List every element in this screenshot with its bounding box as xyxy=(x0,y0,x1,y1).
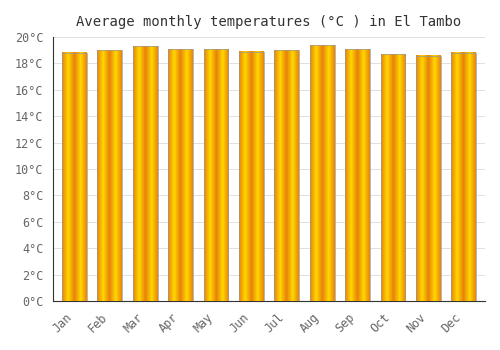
Bar xyxy=(133,46,158,301)
Bar xyxy=(239,51,264,301)
Bar xyxy=(380,54,406,301)
Bar xyxy=(168,49,193,301)
Bar xyxy=(345,49,370,301)
Bar xyxy=(98,50,122,301)
Title: Average monthly temperatures (°C ) in El Tambo: Average monthly temperatures (°C ) in El… xyxy=(76,15,462,29)
Bar xyxy=(452,53,476,301)
Bar xyxy=(204,49,229,301)
Bar xyxy=(274,50,299,301)
Bar xyxy=(310,45,334,301)
Bar xyxy=(62,53,87,301)
Bar xyxy=(416,56,441,301)
